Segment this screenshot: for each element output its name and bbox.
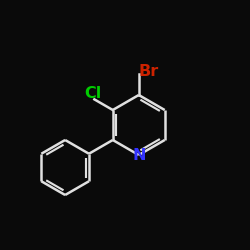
Text: Cl: Cl	[84, 86, 102, 102]
Text: Br: Br	[138, 64, 158, 79]
Text: N: N	[132, 148, 145, 162]
